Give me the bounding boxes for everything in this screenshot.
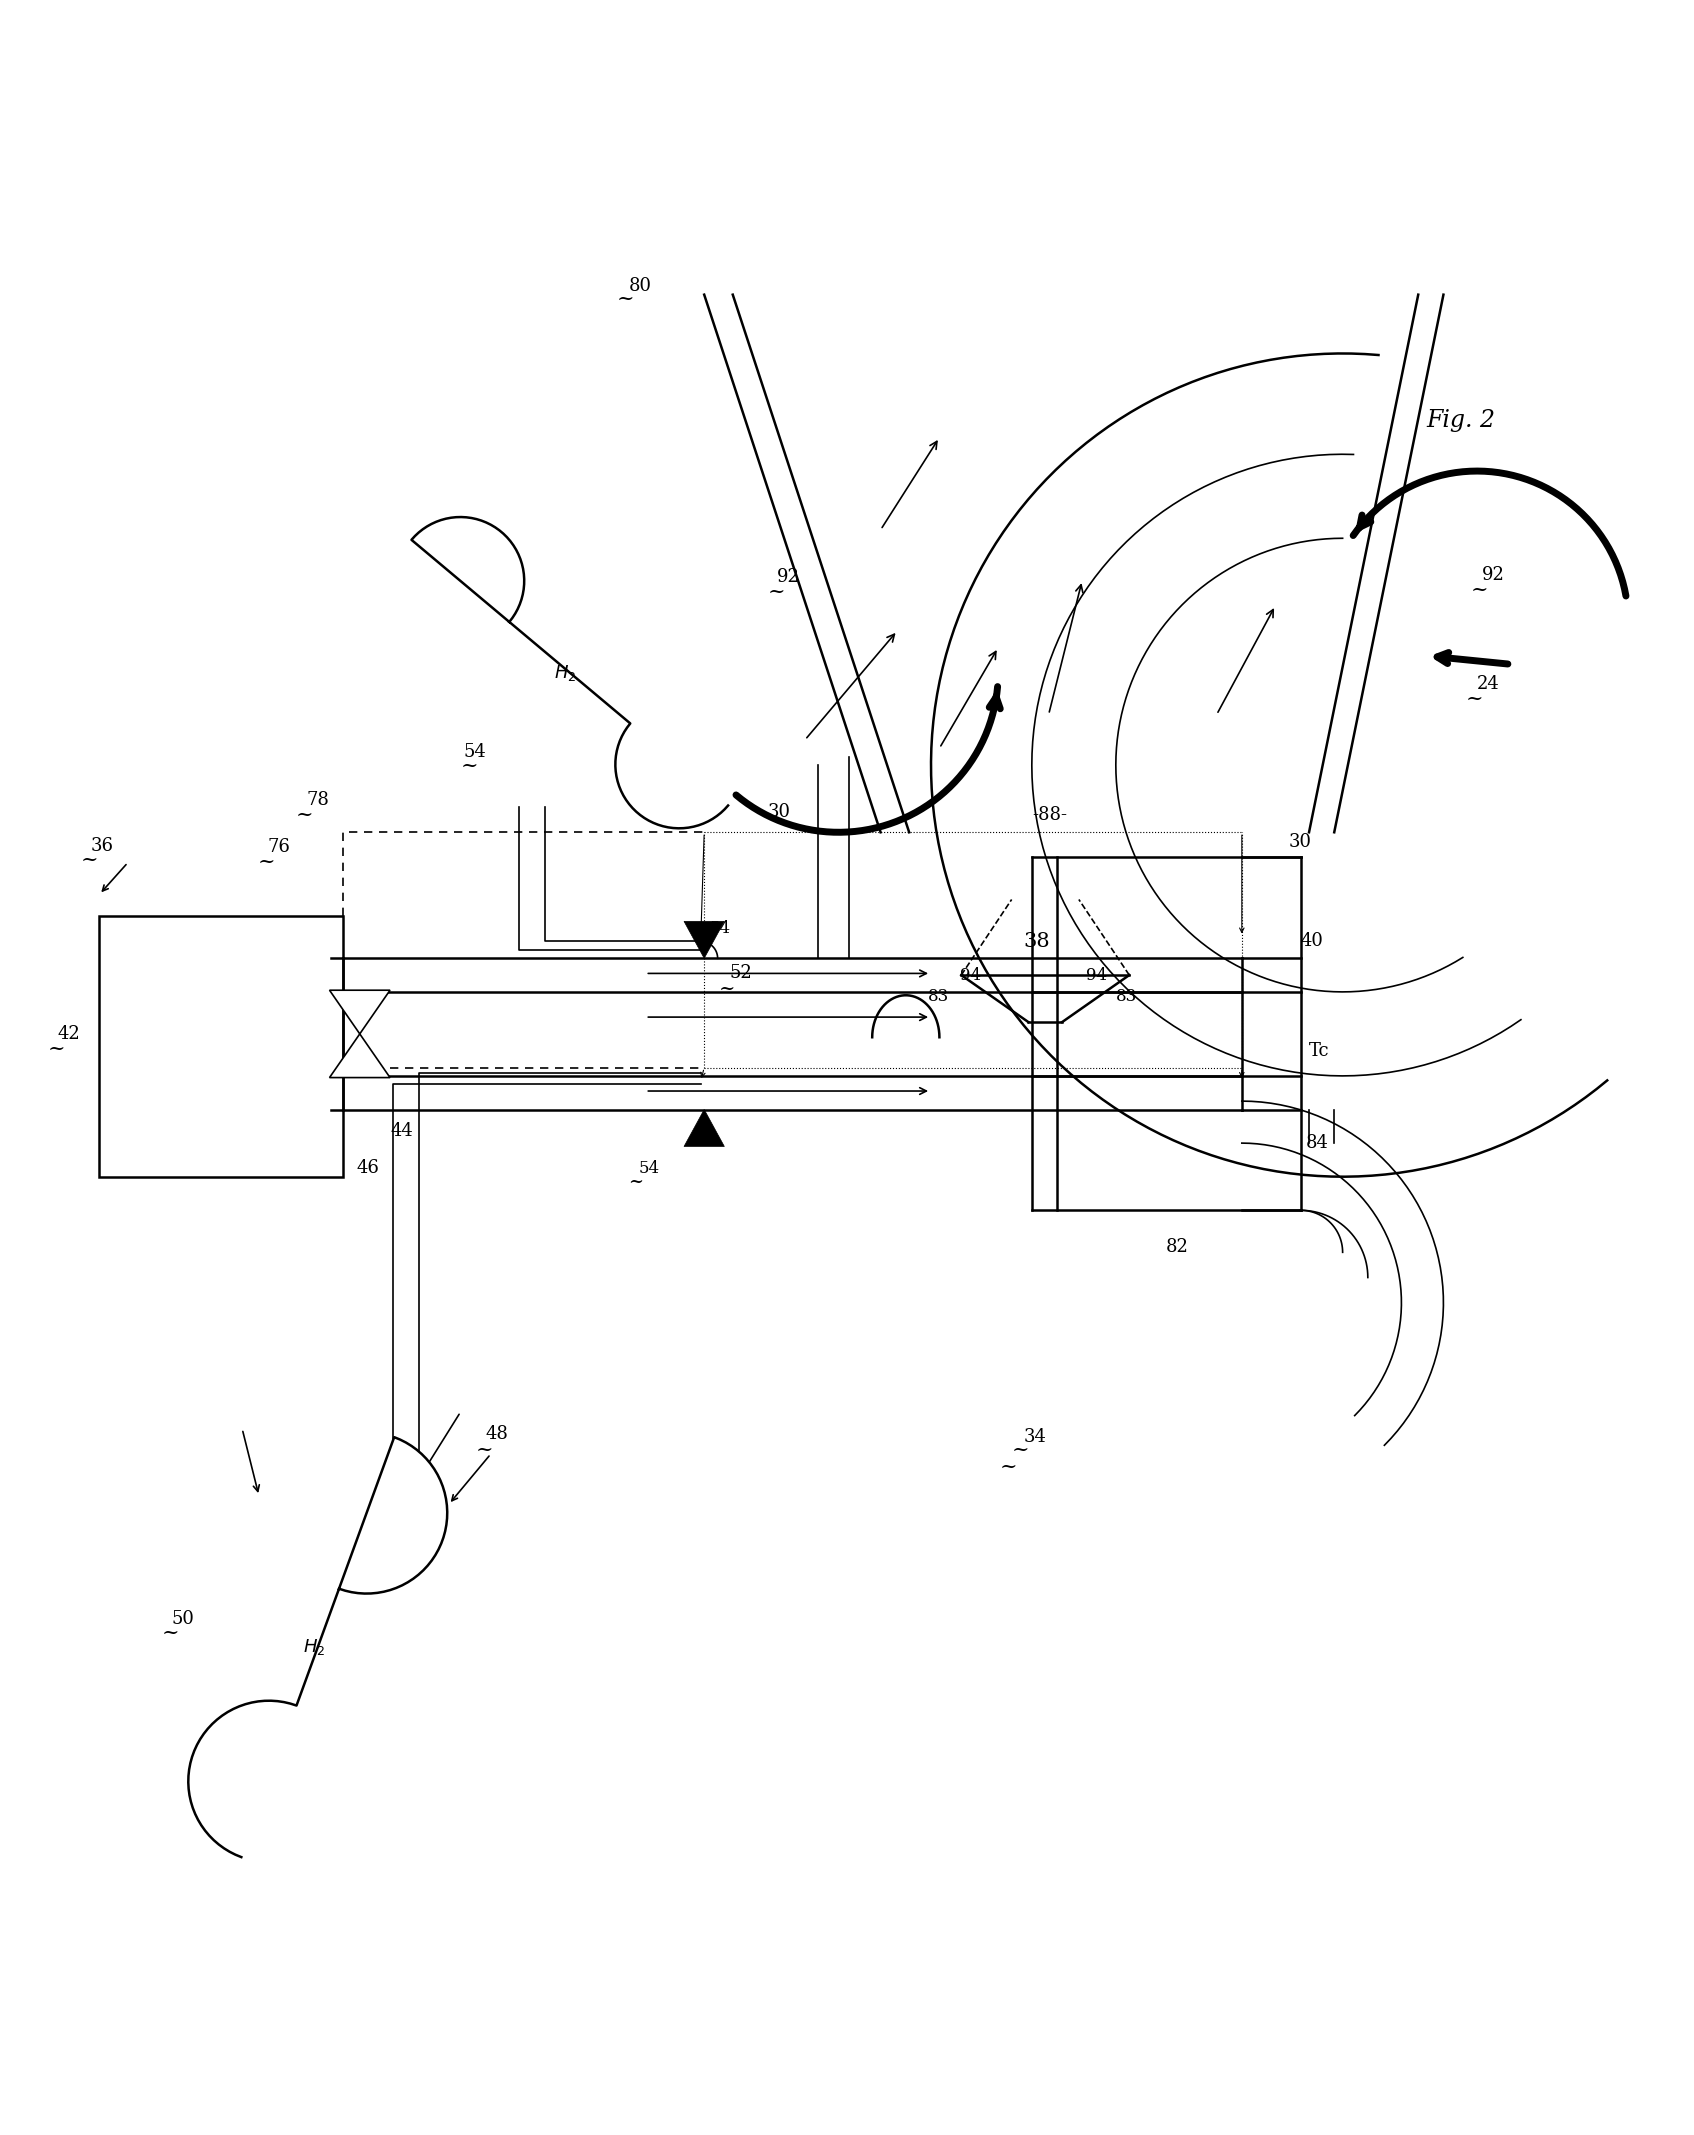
Text: ~: ~ bbox=[476, 1441, 493, 1460]
Text: 52: 52 bbox=[730, 965, 752, 982]
Text: 76: 76 bbox=[268, 839, 290, 856]
Text: 42: 42 bbox=[58, 1025, 80, 1042]
Text: 94: 94 bbox=[1086, 967, 1106, 984]
Text: 46: 46 bbox=[356, 1159, 379, 1176]
Text: 94: 94 bbox=[959, 967, 981, 984]
Text: 54: 54 bbox=[639, 1159, 659, 1176]
Text: ~: ~ bbox=[257, 854, 274, 871]
Polygon shape bbox=[684, 922, 725, 959]
Text: ~: ~ bbox=[767, 583, 786, 602]
Bar bbox=[100, 916, 342, 1176]
Text: ~: ~ bbox=[628, 1172, 644, 1191]
Text: 92: 92 bbox=[1482, 566, 1504, 585]
Text: ~: ~ bbox=[999, 1458, 1018, 1477]
Text: 80: 80 bbox=[628, 278, 652, 295]
Text: ~: ~ bbox=[161, 1625, 180, 1644]
Text: Tc: Tc bbox=[1309, 1042, 1330, 1059]
Text: 92: 92 bbox=[776, 568, 800, 585]
Text: $H_2$: $H_2$ bbox=[303, 1638, 325, 1657]
Text: 54: 54 bbox=[710, 920, 730, 937]
Text: ~: ~ bbox=[47, 1040, 64, 1059]
Text: 84: 84 bbox=[1306, 1134, 1328, 1153]
Text: ~: ~ bbox=[461, 758, 478, 777]
Text: ~: ~ bbox=[720, 980, 735, 997]
Polygon shape bbox=[684, 1110, 725, 1146]
Text: 78: 78 bbox=[307, 792, 329, 809]
Text: ~: ~ bbox=[1470, 581, 1487, 600]
Text: 30: 30 bbox=[1289, 833, 1311, 852]
Polygon shape bbox=[330, 991, 390, 1033]
Text: 50: 50 bbox=[171, 1610, 195, 1627]
Text: 36: 36 bbox=[91, 837, 113, 854]
Text: ~: ~ bbox=[1465, 690, 1482, 709]
Polygon shape bbox=[188, 1437, 447, 1857]
Text: ~: ~ bbox=[296, 807, 313, 824]
Polygon shape bbox=[412, 517, 728, 828]
Text: Fig. 2: Fig. 2 bbox=[1426, 410, 1496, 431]
Text: 83: 83 bbox=[1116, 989, 1137, 1006]
Text: 24: 24 bbox=[1477, 675, 1499, 694]
Text: 40: 40 bbox=[1301, 933, 1323, 950]
Text: 82: 82 bbox=[1165, 1238, 1189, 1255]
Text: 30: 30 bbox=[767, 803, 791, 822]
Text: 83: 83 bbox=[928, 989, 949, 1006]
Text: ~: ~ bbox=[81, 852, 98, 871]
Polygon shape bbox=[330, 1033, 390, 1078]
Text: 44: 44 bbox=[390, 1123, 413, 1140]
Text: ~: ~ bbox=[617, 290, 634, 310]
Text: -88-: -88- bbox=[1032, 807, 1067, 824]
Text: $H_2$: $H_2$ bbox=[554, 662, 576, 683]
Text: 48: 48 bbox=[486, 1424, 508, 1443]
Text: 54: 54 bbox=[464, 743, 486, 760]
Text: 38: 38 bbox=[1023, 933, 1050, 950]
Text: ~: ~ bbox=[1011, 1441, 1030, 1460]
Text: 34: 34 bbox=[1023, 1428, 1047, 1445]
